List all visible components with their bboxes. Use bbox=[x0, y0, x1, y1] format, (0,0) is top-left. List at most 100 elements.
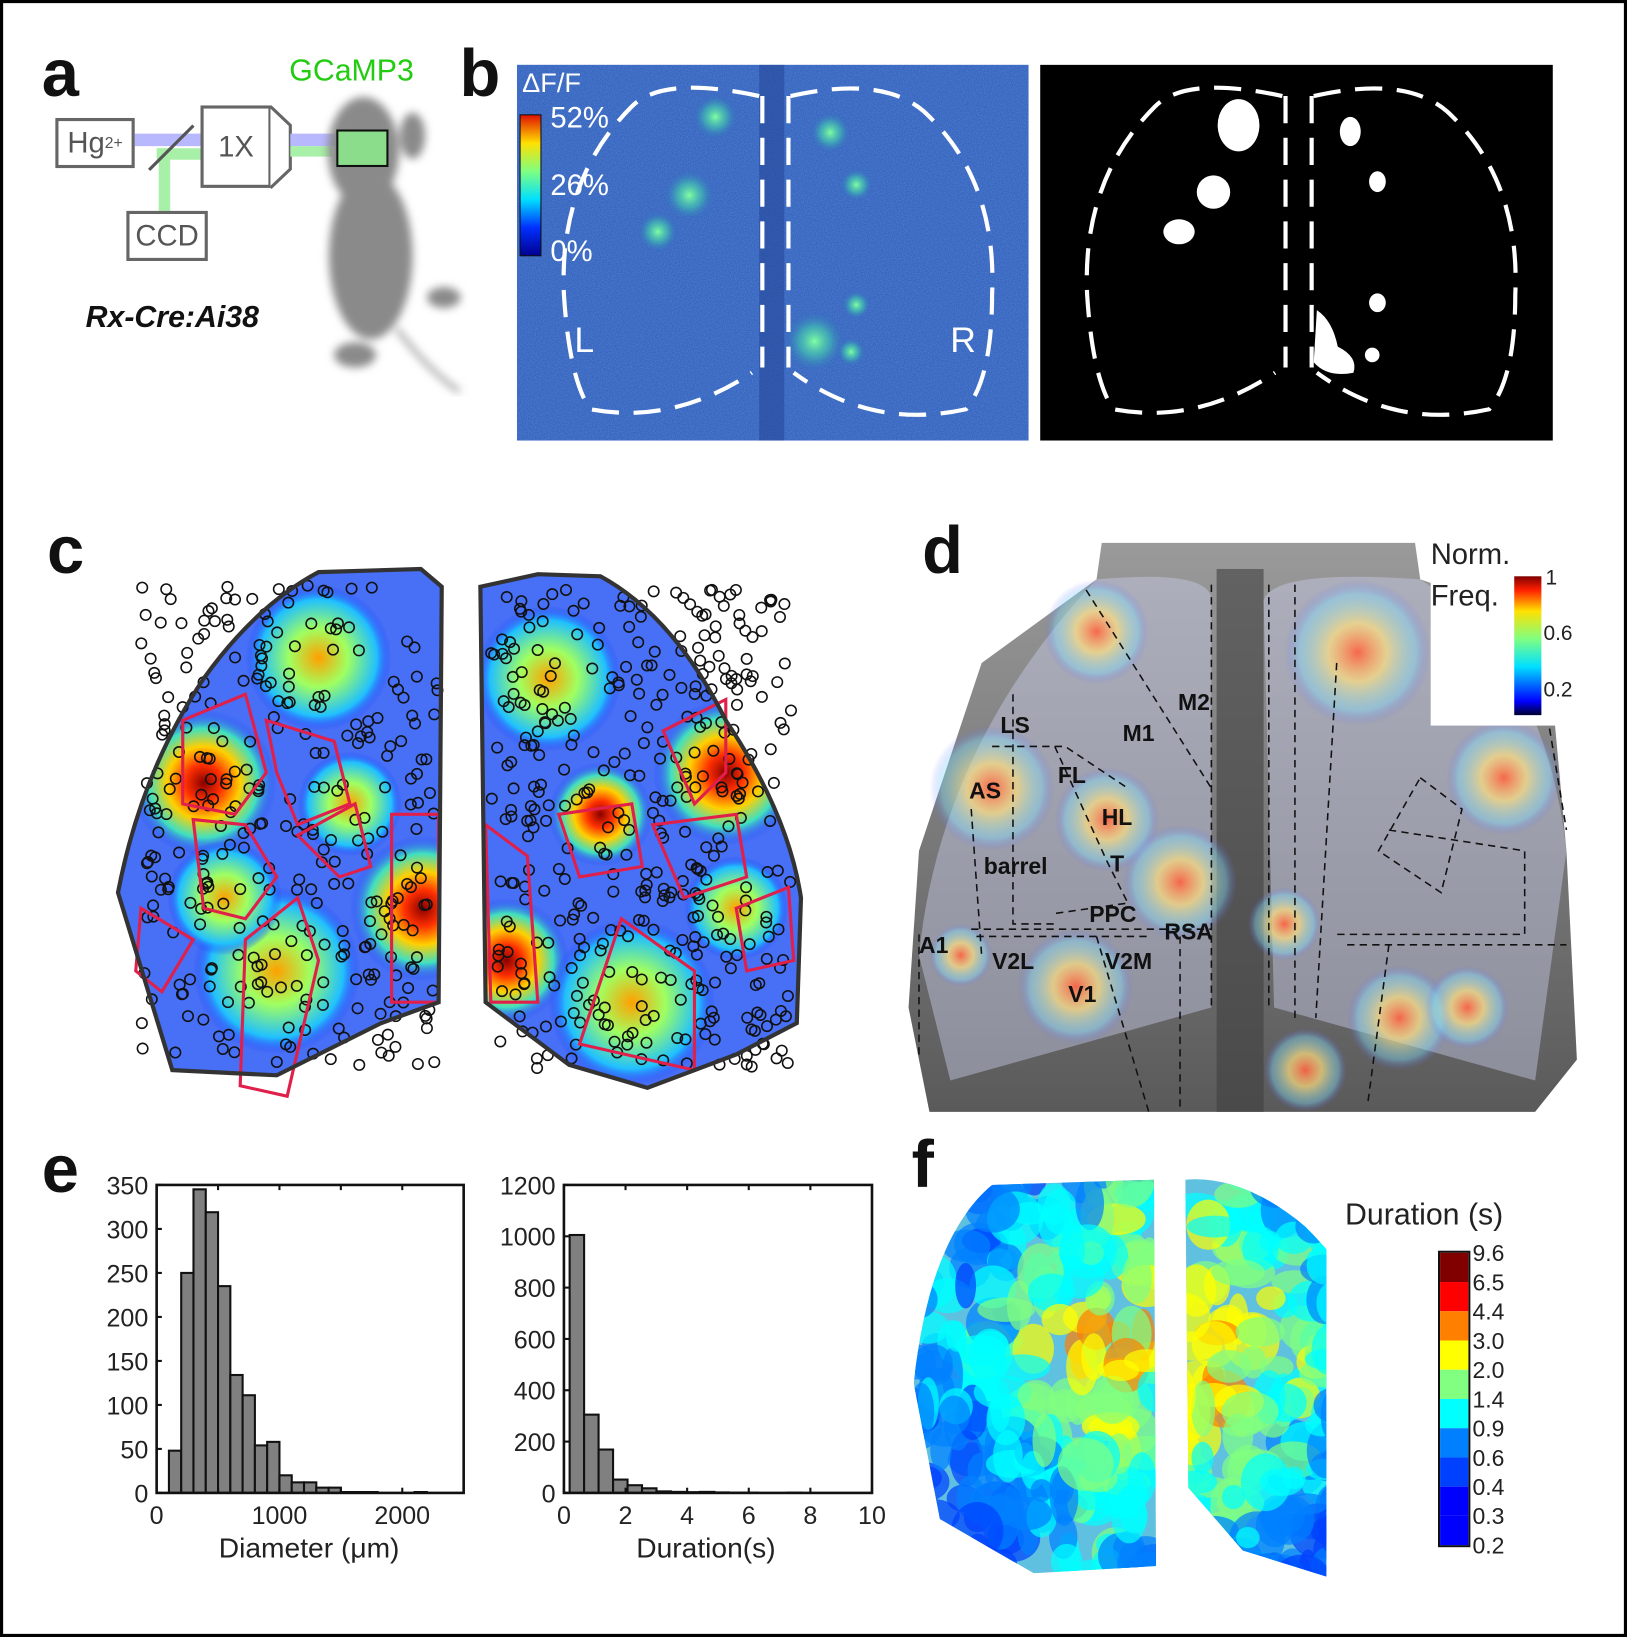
centroid-marker bbox=[136, 1042, 149, 1055]
centroid-marker bbox=[345, 582, 358, 595]
centroid-marker bbox=[352, 644, 365, 657]
y-tick-label: 300 bbox=[106, 1216, 148, 1244]
region-label-m1: M1 bbox=[1123, 720, 1155, 746]
colorbar-segment bbox=[1440, 1428, 1469, 1458]
centroid-marker bbox=[685, 977, 698, 990]
centroid-marker bbox=[515, 666, 528, 679]
centroid-marker bbox=[572, 897, 585, 910]
centroid-marker bbox=[624, 710, 637, 723]
centroid-marker bbox=[233, 921, 246, 934]
centroid-marker bbox=[597, 764, 610, 777]
duration-blobs bbox=[913, 1179, 1327, 1577]
centroid-marker bbox=[649, 791, 662, 804]
centroid-marker bbox=[381, 749, 394, 762]
centroid-marker bbox=[324, 833, 338, 846]
duration-blob bbox=[1305, 1413, 1327, 1437]
centroid-marker bbox=[411, 861, 424, 874]
duration-blob bbox=[938, 1395, 971, 1434]
centroid-marker bbox=[696, 770, 709, 783]
centroid-marker bbox=[506, 670, 519, 683]
centroid-marker bbox=[608, 756, 621, 769]
centroid-marker bbox=[781, 989, 794, 1002]
duration-blob bbox=[930, 1179, 957, 1211]
y-tick-label: 350 bbox=[106, 1172, 148, 1200]
centroid-marker bbox=[342, 877, 355, 890]
centroid-marker bbox=[291, 883, 304, 896]
x-tick-label: 6 bbox=[742, 1502, 756, 1530]
centroid-marker bbox=[677, 591, 690, 604]
centroid-marker bbox=[251, 672, 264, 685]
centroid-marker bbox=[160, 583, 173, 596]
dff-tick-min: 0% bbox=[550, 236, 592, 268]
colorbar-tick-label: 4.4 bbox=[1472, 1298, 1505, 1325]
centroid-marker bbox=[700, 873, 713, 886]
centroid-marker bbox=[298, 1000, 311, 1013]
duration-blob bbox=[918, 1188, 963, 1230]
centroid-marker bbox=[656, 894, 669, 907]
region-label-v2m: V2M bbox=[1105, 948, 1152, 974]
duration-blob bbox=[1059, 1228, 1086, 1271]
y-tick-label: 0 bbox=[134, 1480, 148, 1508]
centroid-marker bbox=[709, 976, 722, 989]
centroid-marker bbox=[707, 744, 720, 757]
histogram-bar bbox=[302, 1481, 318, 1494]
centroid-marker bbox=[684, 598, 697, 611]
centroid-marker bbox=[633, 769, 646, 782]
centroid-marker bbox=[521, 814, 534, 827]
centroid-marker bbox=[707, 849, 720, 862]
centroid-marker bbox=[679, 1033, 692, 1046]
centroid-marker bbox=[501, 946, 514, 959]
centroid-marker bbox=[537, 597, 550, 610]
centroid-marker bbox=[507, 687, 520, 700]
centroid-marker bbox=[149, 672, 162, 685]
centroid-marker bbox=[288, 640, 301, 653]
mercury-lamp-box: Hg 2+ bbox=[55, 117, 135, 169]
centroid-marker bbox=[163, 783, 176, 796]
centroid-marker bbox=[491, 960, 504, 973]
centroid-marker bbox=[234, 883, 247, 896]
duration-blob bbox=[913, 1199, 941, 1252]
centroid-marker bbox=[531, 1061, 544, 1074]
centroid-marker bbox=[558, 763, 571, 776]
y-tick-label: 1200 bbox=[500, 1172, 556, 1200]
centroid-marker bbox=[491, 741, 504, 754]
centroid-marker bbox=[620, 660, 633, 673]
duration-blob bbox=[922, 1179, 967, 1227]
centroid-marker bbox=[697, 936, 710, 949]
centroid-marker bbox=[324, 1053, 337, 1066]
event-centroid-markers bbox=[135, 579, 797, 1074]
histogram-bar bbox=[253, 1444, 269, 1494]
centroid-marker bbox=[594, 841, 607, 854]
centroid-marker bbox=[272, 583, 285, 596]
centroid-marker bbox=[567, 1006, 580, 1020]
diameter-histogram: 0 50 100 150 200 250 300 350 0 1000 2000 bbox=[106, 1172, 465, 1530]
centroid-marker bbox=[229, 651, 242, 664]
centroid-marker bbox=[648, 645, 661, 658]
centroid-marker bbox=[514, 696, 527, 709]
duration-blob bbox=[925, 1207, 949, 1246]
centroid-marker bbox=[621, 1030, 634, 1043]
centroid-marker bbox=[688, 746, 701, 759]
centroid-marker bbox=[332, 1022, 345, 1035]
centroid-marker bbox=[712, 649, 725, 662]
excitation-beam-to-mouse bbox=[290, 133, 339, 147]
centroid-marker bbox=[764, 595, 777, 608]
centroid-marker bbox=[222, 620, 235, 633]
centroid-marker bbox=[328, 877, 341, 890]
centroid-marker bbox=[656, 794, 669, 807]
centroid-marker bbox=[778, 657, 791, 670]
indicator-label: GCaMP3 bbox=[289, 54, 414, 88]
centroid-marker bbox=[370, 895, 383, 908]
centroid-marker bbox=[630, 673, 643, 686]
centroid-marker bbox=[653, 814, 666, 827]
x-tick-label: 8 bbox=[803, 1502, 817, 1530]
centroid-marker bbox=[343, 621, 356, 634]
duration-xlabel: Duration(s) bbox=[636, 1532, 775, 1564]
centroid-marker bbox=[284, 1040, 297, 1053]
centroid-marker bbox=[363, 915, 376, 928]
centroid-marker bbox=[310, 897, 323, 910]
centroid-marker bbox=[362, 968, 375, 981]
centroid-marker bbox=[524, 800, 537, 813]
duration-blob bbox=[1211, 1259, 1265, 1286]
centroid-marker bbox=[282, 596, 295, 609]
